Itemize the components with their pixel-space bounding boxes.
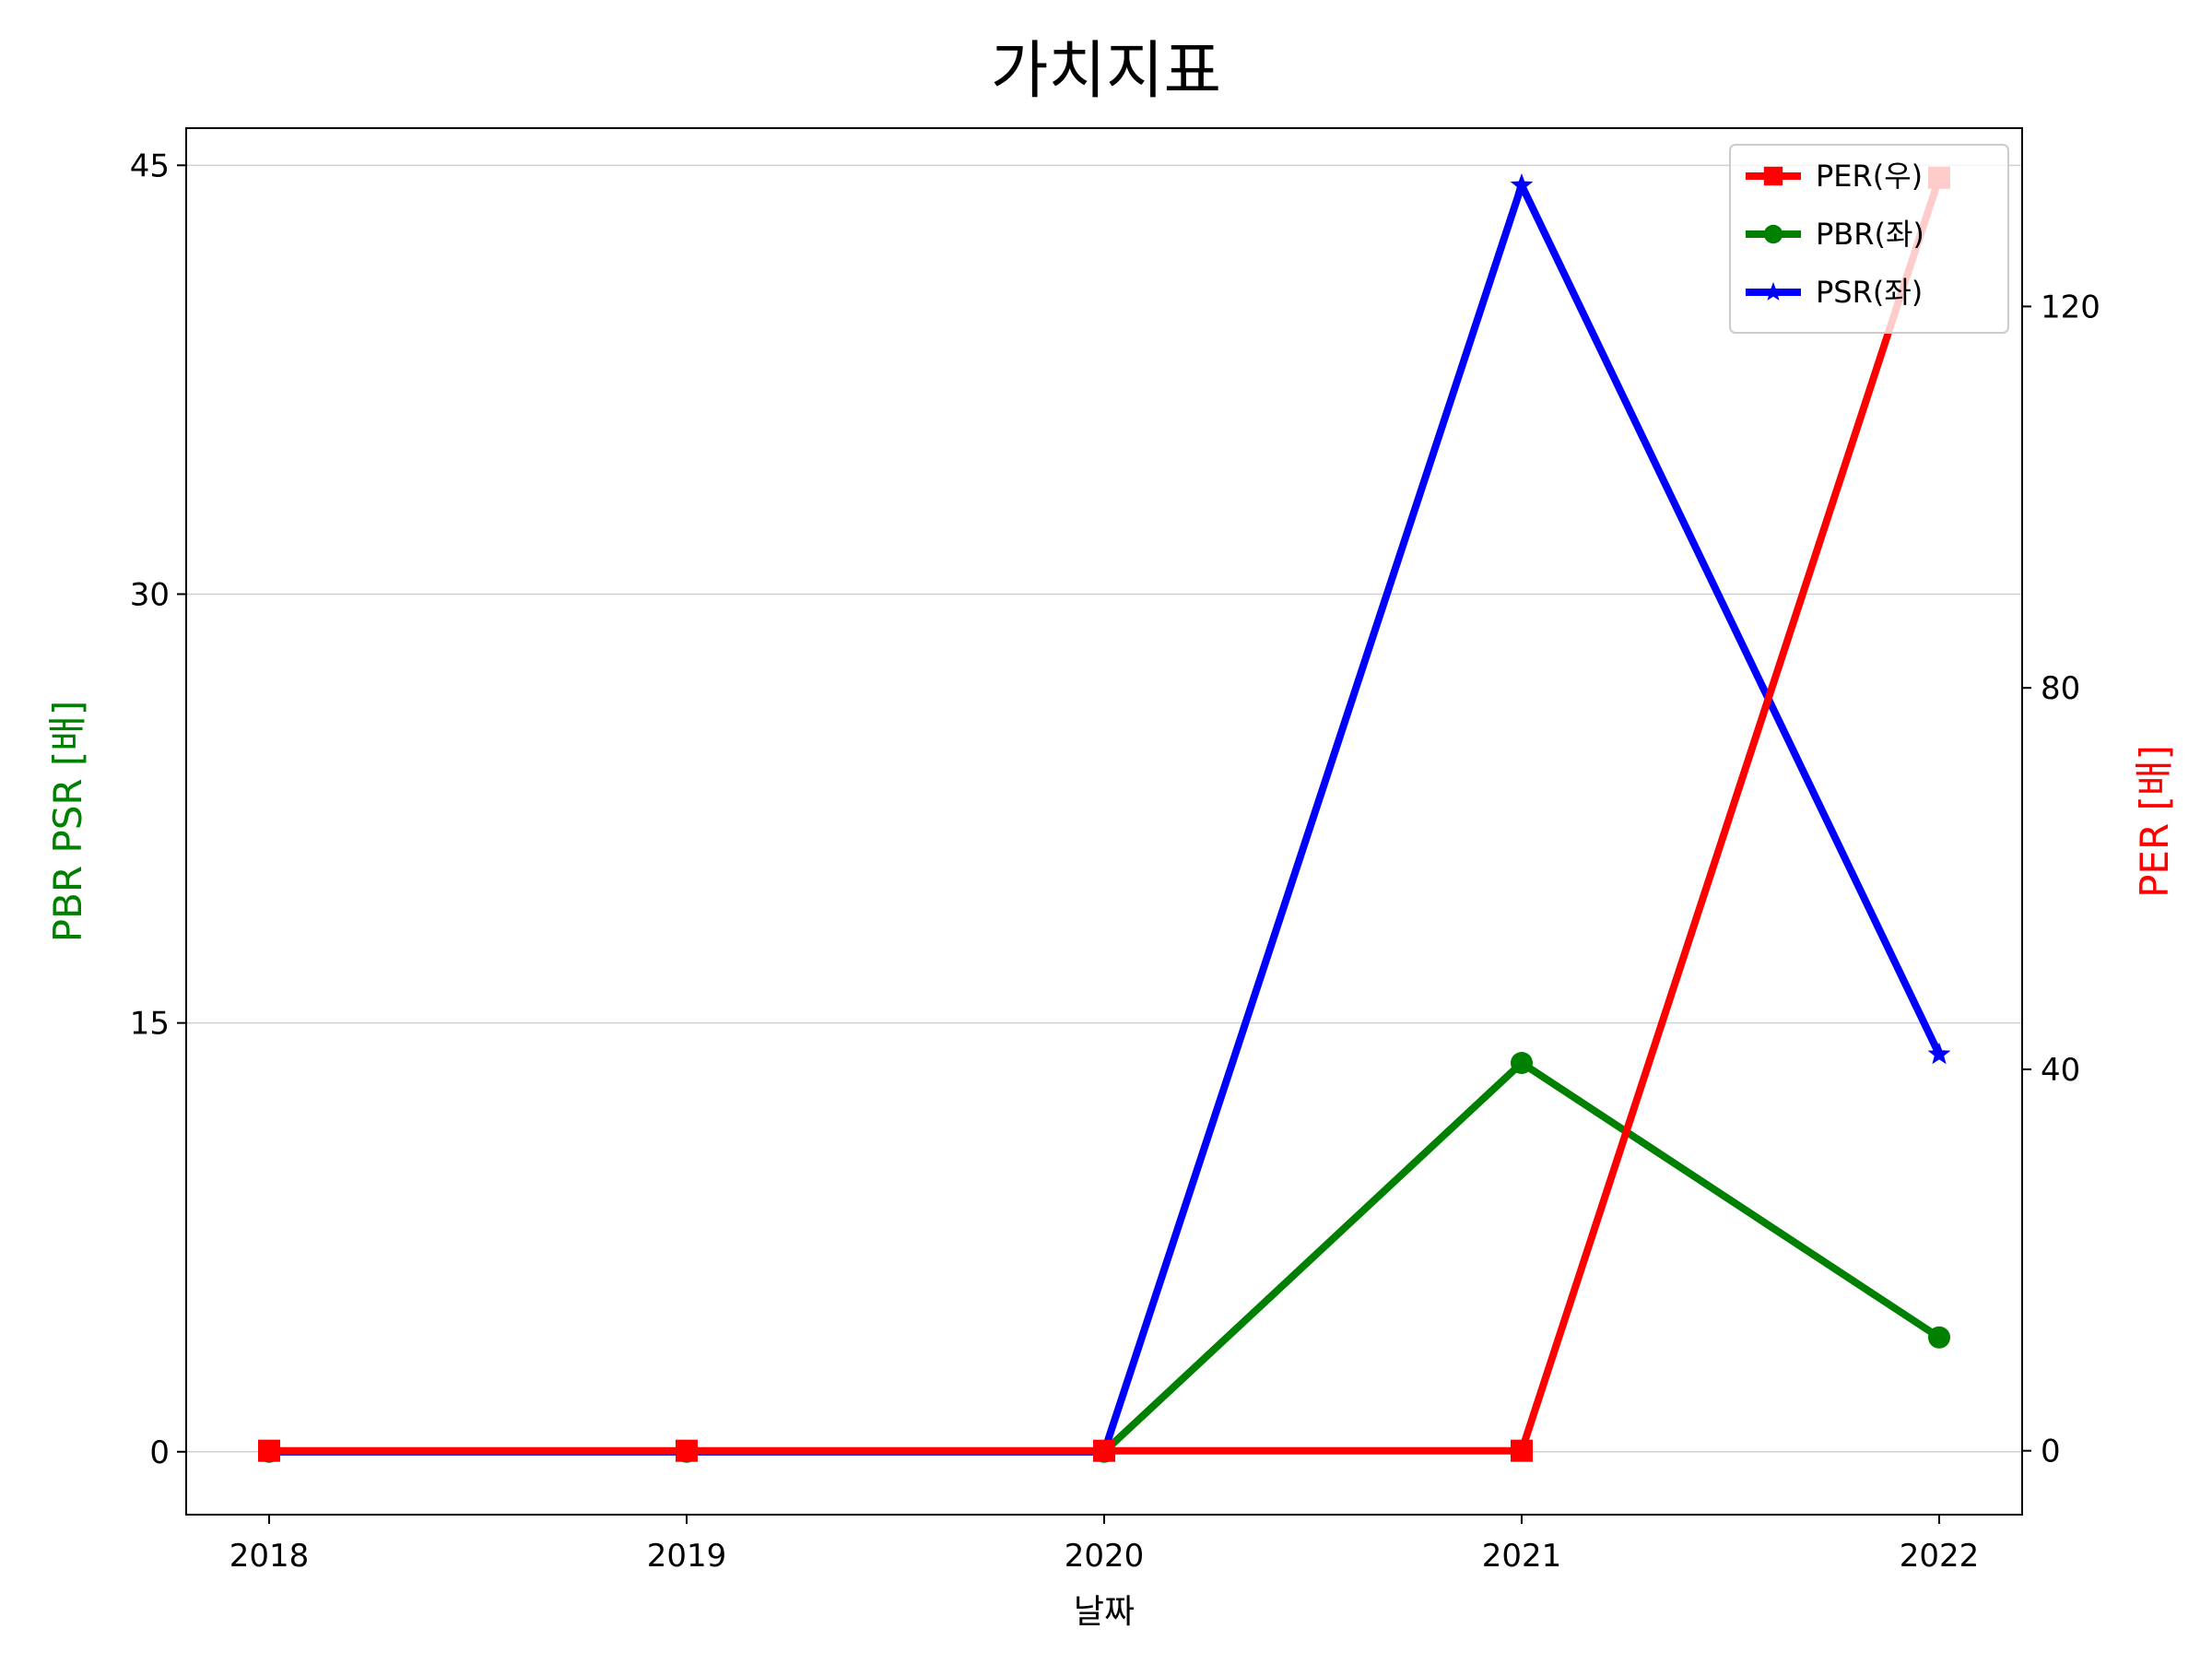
data-point-psr [1927, 1042, 1951, 1065]
y-axis-left: 0 15 30 45 [130, 148, 186, 1471]
data-point-pbr [1928, 1326, 1950, 1349]
x-axis-label: 날짜 [1074, 1593, 1135, 1631]
x-tick-label: 2019 [647, 1538, 727, 1575]
data-point-per [1093, 1439, 1115, 1462]
legend: PER(우) PBR(좌) PSR(좌) [1729, 144, 2009, 334]
x-tick-label: 2018 [229, 1538, 310, 1575]
data-point-per [1511, 1439, 1533, 1462]
y-left-tick-label: 0 [149, 1434, 170, 1471]
y-right-tick-label: 80 [2041, 670, 2080, 707]
legend-label: PER(우) [1816, 159, 1923, 194]
y-axis-right-label: PER [배] [2132, 745, 2177, 898]
y-left-tick-label: 30 [130, 576, 170, 613]
legend-item-per: PER(우) [1746, 159, 1923, 194]
legend-label: PBR(좌) [1816, 217, 1924, 252]
legend-item-pbr: PBR(좌) [1746, 217, 1924, 252]
series-line-psr [269, 175, 1943, 1456]
legend-marker [1763, 281, 1783, 301]
plot-frame [185, 127, 2023, 1516]
y-right-tick-label: 0 [2041, 1434, 2061, 1470]
x-tick-label: 2022 [1900, 1538, 1980, 1575]
y-left-tick-label: 45 [130, 148, 170, 184]
y-right-tick-label: 120 [2041, 289, 2100, 325]
series-per [258, 166, 1950, 1462]
y-axis-left-label: PBR PSR [배] [45, 701, 90, 943]
legend-label: PSR(좌) [1816, 275, 1923, 310]
chart-title: 가치지표 [991, 35, 1221, 108]
x-tick-label: 2020 [1065, 1538, 1145, 1575]
series-psr [257, 173, 1951, 1462]
legend-marker [1763, 166, 1783, 186]
y-left-tick-label: 15 [130, 1006, 170, 1043]
series-pbr [258, 1052, 1950, 1463]
series-line-per [269, 176, 1943, 1455]
data-point-per [258, 1439, 280, 1462]
grid [186, 164, 2022, 1453]
data-point-psr [1510, 173, 1534, 195]
data-point-pbr [1511, 1052, 1533, 1075]
series-line-pbr [269, 1057, 1942, 1456]
legend-box [1729, 144, 2009, 334]
legend-marker [1763, 224, 1783, 244]
data-point-per [676, 1439, 698, 1462]
x-tick-label: 2021 [1482, 1538, 1562, 1575]
series-layer [257, 166, 1951, 1463]
y-right-tick-label: 40 [2041, 1052, 2080, 1089]
legend-item-psr: PSR(좌) [1746, 275, 1923, 310]
y-axis-right: 0 40 80 120 [2022, 289, 2100, 1470]
x-axis: 2018 2019 2020 2021 2022 [229, 1515, 1980, 1575]
